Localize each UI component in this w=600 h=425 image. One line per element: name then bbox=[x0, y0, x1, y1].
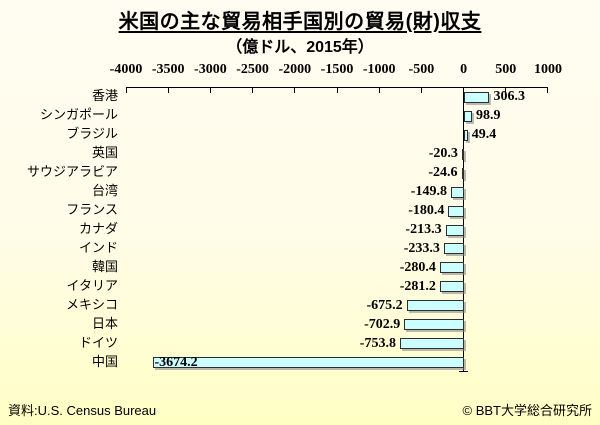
bar bbox=[153, 357, 464, 369]
axis-tick-label: 500 bbox=[495, 62, 517, 77]
category-label: 英国 bbox=[91, 145, 118, 161]
bar bbox=[404, 319, 464, 331]
axis-tick-label: -3000 bbox=[194, 62, 227, 77]
category-label: フランス bbox=[66, 202, 118, 218]
bar-value-label: -233.3 bbox=[403, 240, 440, 256]
axis-tick-mark bbox=[547, 88, 548, 93]
category-label: 台湾 bbox=[91, 183, 118, 199]
category-label: シンガポール bbox=[39, 107, 118, 123]
bar bbox=[463, 91, 490, 103]
category-label: ブラジル bbox=[66, 126, 118, 142]
bar-value-label: -753.8 bbox=[359, 335, 396, 351]
bar bbox=[450, 186, 464, 198]
axis-tick-mark bbox=[252, 88, 254, 93]
axis-tick-mark bbox=[336, 88, 338, 93]
bar bbox=[461, 148, 464, 160]
axis-tick-mark bbox=[505, 88, 507, 93]
category-label: 香港 bbox=[91, 88, 118, 104]
bar bbox=[445, 224, 464, 236]
category-label: 中国 bbox=[91, 353, 118, 369]
axis-tick-label: 1000 bbox=[534, 62, 562, 77]
bar-value-label: -24.6 bbox=[428, 165, 458, 181]
category-label: メキシコ bbox=[65, 296, 118, 312]
category-label: ドイツ bbox=[78, 334, 118, 350]
chart-title: 米国の主な貿易相手国別の貿易(財)収支 bbox=[118, 11, 482, 33]
bar-value-label: -180.4 bbox=[408, 203, 445, 219]
axis-tick-label: -2500 bbox=[236, 62, 269, 77]
axis-tick-mark bbox=[294, 88, 296, 93]
source-note: 資料:U.S. Census Bureau bbox=[8, 403, 157, 418]
category-axis-labels: 香港シンガポールブラジル英国サウジアラビア台湾フランスカナダインド韓国イタリアメ… bbox=[0, 87, 118, 371]
bar bbox=[463, 110, 472, 122]
axis-tick-label: -1500 bbox=[320, 62, 354, 77]
plot-area: 306.3 98.9 49.4 -20.3 -24.6 -149.8 -180.4 -213.… bbox=[126, 87, 548, 372]
bar bbox=[439, 281, 464, 293]
axis-tick-label: -3500 bbox=[151, 62, 185, 77]
axis-tick-mark bbox=[378, 88, 380, 93]
zero-axis-line bbox=[463, 88, 465, 372]
axis-tick-label: 0 bbox=[460, 62, 468, 77]
bar bbox=[461, 167, 464, 179]
category-label: 韓国 bbox=[91, 258, 118, 274]
axis-tick-label: -2000 bbox=[278, 62, 312, 77]
bar-value-label: -3674.2 bbox=[154, 354, 198, 370]
axis-tick-label: -4000 bbox=[109, 62, 143, 77]
axis-tick-mark bbox=[167, 88, 169, 93]
bar-value-label: -280.4 bbox=[399, 259, 436, 275]
category-label: サウジアラビア bbox=[26, 164, 118, 180]
bar-value-label: -702.9 bbox=[364, 316, 401, 332]
bar-value-label: 49.4 bbox=[471, 127, 497, 143]
bar bbox=[406, 300, 464, 312]
category-label: イタリア bbox=[66, 277, 118, 293]
chart-subtitle: （億ドル、2015年） bbox=[226, 39, 374, 56]
zero-axis-bottom-tick bbox=[458, 371, 468, 372]
category-label: カナダ bbox=[78, 221, 118, 236]
bar bbox=[399, 338, 464, 350]
axis-tick-mark bbox=[209, 88, 211, 93]
bar bbox=[448, 205, 464, 217]
bar-value-label: -20.3 bbox=[428, 146, 458, 162]
bar-value-label: 306.3 bbox=[493, 89, 525, 105]
bar bbox=[439, 262, 464, 274]
axis-tick-mark bbox=[126, 88, 127, 93]
bar-value-label: -149.8 bbox=[410, 184, 447, 200]
bar-value-label: -281.2 bbox=[399, 278, 436, 294]
axis-tick-label: -500 bbox=[408, 62, 435, 77]
bar bbox=[443, 243, 464, 255]
bar-value-label: -213.3 bbox=[405, 222, 442, 237]
axis-tick-label: -1000 bbox=[362, 62, 396, 77]
credit-note: © BBT大学総合研究所 bbox=[462, 403, 592, 418]
category-label: インド bbox=[78, 239, 118, 255]
axis-tick-mark bbox=[420, 88, 422, 93]
category-label: 日本 bbox=[91, 315, 118, 331]
bar bbox=[463, 129, 468, 141]
x-axis-tick-labels: -4000 -3500 -3000 -2500 -2000 -1500 -1000 -500 0… bbox=[110, 62, 562, 80]
bar-value-label: 98.9 bbox=[475, 108, 501, 124]
bar-value-label: -675.2 bbox=[366, 297, 403, 313]
